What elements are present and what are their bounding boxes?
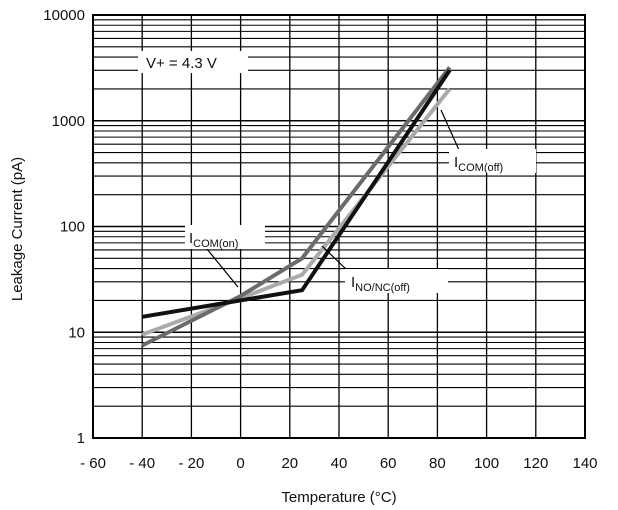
y-tick-label: 100 bbox=[60, 219, 85, 236]
series-line-0 bbox=[141, 69, 452, 319]
plot-border bbox=[92, 14, 586, 439]
series-lines bbox=[141, 66, 452, 348]
x-tick-label: - 20 bbox=[178, 455, 204, 472]
x-tick-label: 0 bbox=[236, 455, 244, 472]
series-label-bg bbox=[449, 149, 536, 173]
x-tick-label: 60 bbox=[380, 455, 397, 472]
x-tick-label: 40 bbox=[331, 455, 348, 472]
series-label-0: INO/NC(off) bbox=[351, 274, 410, 294]
series-label-bg bbox=[345, 269, 448, 293]
series-label-2: ICOM(off) bbox=[454, 154, 503, 174]
y-axis-label: Leakage Current (pA) bbox=[9, 157, 26, 301]
x-tick-label: - 40 bbox=[129, 455, 155, 472]
series-label-leader bbox=[440, 109, 460, 151]
x-tick-label: 140 bbox=[572, 455, 597, 472]
x-tick-label: 120 bbox=[523, 455, 548, 472]
series-label-leader bbox=[321, 245, 350, 273]
tick-labels: - 60 - 40 - 20 0 20 40 60 80 100 120 140 1 10 100 1000… bbox=[43, 7, 597, 472]
plot-frame bbox=[92, 14, 586, 439]
series-line-1 bbox=[141, 66, 452, 348]
series-label-1: ICOM(on) bbox=[189, 230, 238, 250]
y-tick-label: 1000 bbox=[52, 113, 85, 130]
y-tick-label: 10000 bbox=[43, 7, 85, 24]
x-tick-label: 80 bbox=[429, 455, 446, 472]
series-labels: INO/NC(off) ICOM(on) ICOM(off) bbox=[185, 109, 536, 294]
series-label-bg bbox=[185, 225, 265, 249]
x-tick-label: 20 bbox=[281, 455, 298, 472]
y-tick-label: 10 bbox=[68, 324, 85, 341]
x-axis-label: Temperature (°C) bbox=[281, 489, 396, 506]
series-label-leader bbox=[206, 248, 239, 288]
x-tick-label: - 60 bbox=[80, 455, 106, 472]
svg-text:V+ = 4.3 V: V+ = 4.3 V bbox=[146, 55, 217, 72]
condition-annotation: V+ = 4.3 V bbox=[138, 51, 248, 73]
y-tick-label: 1 bbox=[77, 430, 85, 447]
x-tick-label: 100 bbox=[474, 455, 499, 472]
